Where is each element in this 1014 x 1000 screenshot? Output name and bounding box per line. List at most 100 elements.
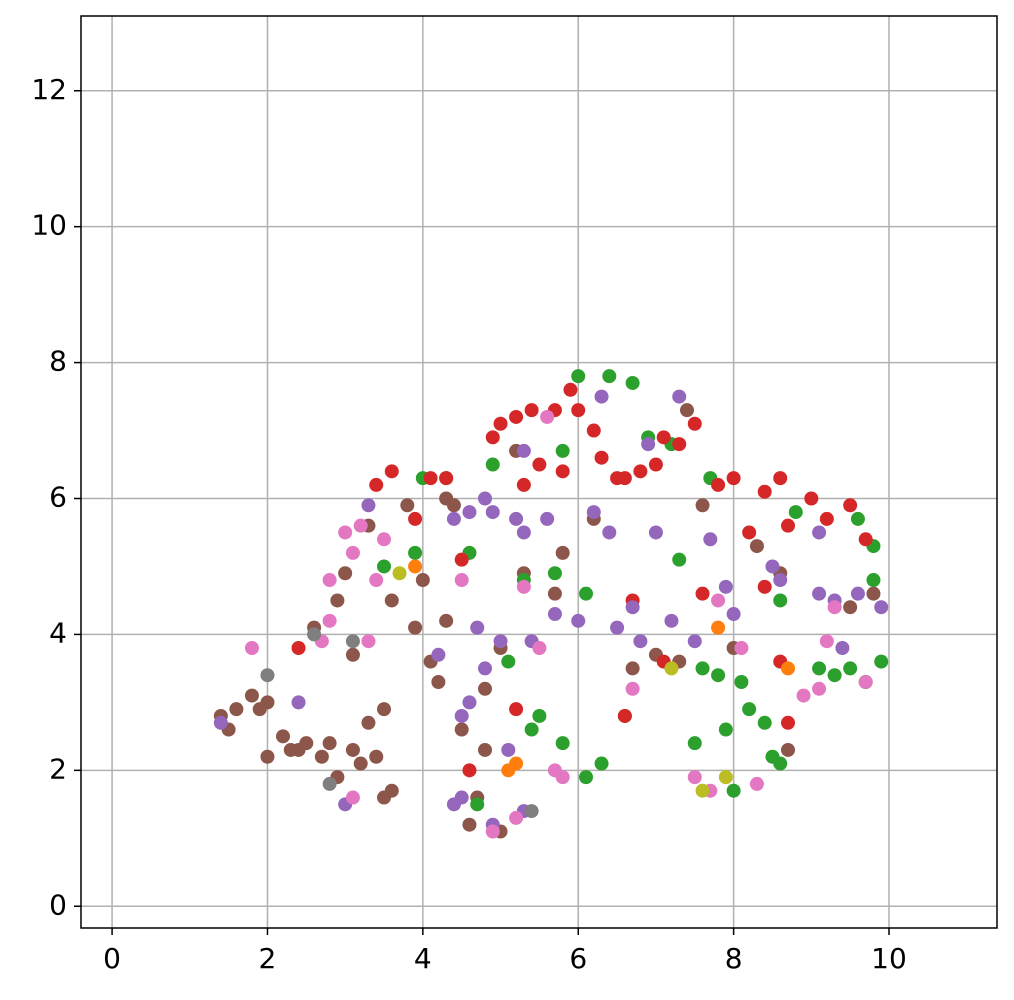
point	[579, 770, 594, 785]
point	[711, 668, 726, 683]
point	[509, 702, 524, 717]
point	[687, 736, 702, 751]
point	[384, 593, 399, 608]
point	[377, 702, 392, 717]
point	[509, 511, 524, 526]
point	[602, 525, 617, 540]
y-tick-label: 8	[49, 345, 67, 378]
point	[765, 559, 780, 574]
point	[827, 600, 842, 615]
point	[633, 634, 648, 649]
point	[773, 593, 788, 608]
point	[648, 457, 663, 472]
point	[781, 742, 796, 757]
point	[408, 559, 423, 574]
y-tick-label: 4	[49, 616, 67, 649]
y-tick-label: 0	[49, 888, 67, 921]
point	[664, 661, 679, 676]
point	[586, 423, 601, 438]
point	[509, 756, 524, 771]
point	[439, 613, 454, 628]
point	[338, 525, 353, 540]
point	[781, 715, 796, 730]
x-tick-label: 10	[871, 942, 907, 975]
point	[454, 552, 469, 567]
point	[524, 722, 539, 737]
point	[361, 498, 376, 513]
point	[850, 586, 865, 601]
point	[866, 573, 881, 588]
point	[462, 695, 477, 710]
point	[547, 607, 562, 622]
point	[454, 708, 469, 723]
point	[866, 586, 881, 601]
point	[742, 702, 757, 717]
point	[610, 620, 625, 635]
point	[501, 742, 516, 757]
point	[757, 715, 772, 730]
point	[322, 776, 337, 791]
point	[408, 620, 423, 635]
x-tick-label: 0	[103, 942, 121, 975]
point	[812, 661, 827, 676]
point	[345, 647, 360, 662]
point	[695, 586, 710, 601]
point	[540, 409, 555, 424]
point	[555, 736, 570, 751]
point	[602, 369, 617, 384]
point	[516, 525, 531, 540]
point	[571, 613, 586, 628]
point	[478, 661, 493, 676]
point	[361, 634, 376, 649]
point	[571, 403, 586, 418]
point	[244, 641, 259, 656]
point	[555, 545, 570, 560]
point	[781, 518, 796, 533]
point	[408, 511, 423, 526]
point	[843, 498, 858, 513]
point	[454, 573, 469, 588]
point	[594, 756, 609, 771]
point	[812, 681, 827, 696]
point	[672, 437, 687, 452]
point	[850, 511, 865, 526]
point	[749, 776, 764, 791]
point	[711, 477, 726, 492]
point	[369, 749, 384, 764]
y-tick-label: 10	[31, 209, 67, 242]
point	[835, 641, 850, 656]
point	[478, 742, 493, 757]
point	[819, 634, 834, 649]
point	[314, 749, 329, 764]
point	[322, 613, 337, 628]
point	[446, 797, 461, 812]
point	[501, 654, 516, 669]
point	[773, 573, 788, 588]
point	[687, 770, 702, 785]
point	[431, 674, 446, 689]
point	[369, 477, 384, 492]
point	[478, 681, 493, 696]
x-tick-label: 8	[725, 942, 743, 975]
point	[532, 708, 547, 723]
point	[819, 511, 834, 526]
point	[788, 505, 803, 520]
point	[369, 573, 384, 588]
point	[617, 708, 632, 723]
point	[260, 749, 275, 764]
point	[874, 654, 889, 669]
point	[579, 586, 594, 601]
point	[812, 525, 827, 540]
point	[695, 783, 710, 798]
point	[470, 620, 485, 635]
point	[711, 593, 726, 608]
point	[345, 790, 360, 805]
point	[291, 641, 306, 656]
point	[470, 797, 485, 812]
point	[322, 736, 337, 751]
point	[524, 804, 539, 819]
y-tick-label: 2	[49, 752, 67, 785]
point	[726, 607, 741, 622]
point	[664, 613, 679, 628]
